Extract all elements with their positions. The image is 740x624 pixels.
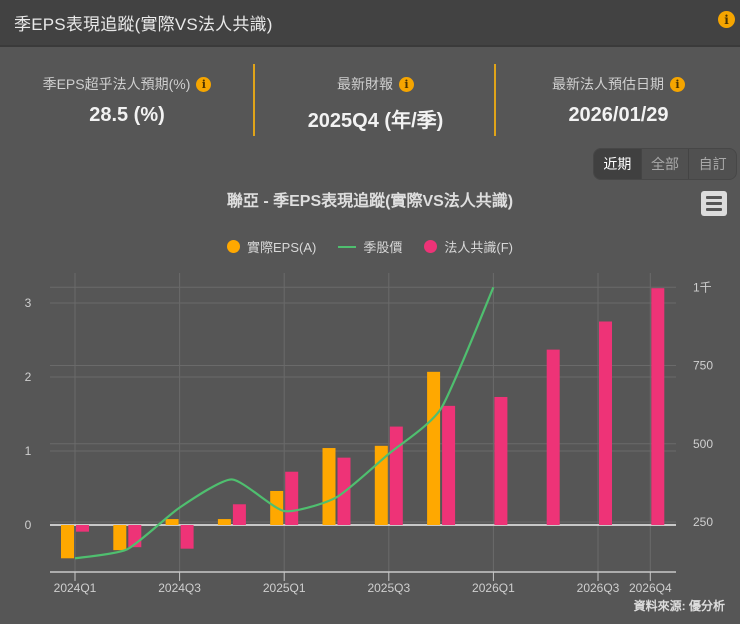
panel-header: 季EPS表現追蹤(實際VS法人共識) i [0,0,740,47]
line-quarter-price[interactable] [74,286,495,560]
hamburger-menu-icon [706,196,722,199]
chart-title: 聯亞 - 季EPS表現追蹤(實際VS法人共識) [226,193,514,210]
bar-actual-eps[interactable] [61,525,74,559]
bar-consensus[interactable] [599,321,612,526]
x-axis-label: 2024Q1 [54,581,97,595]
chart-menu-button[interactable] [701,191,727,216]
bar-actual-eps[interactable] [113,525,127,551]
x-axis-label: 2025Q3 [367,581,410,595]
legend-item-actual-eps[interactable]: 實際EPS(A) [227,237,316,256]
stat-value: 28.5 (%) [89,104,165,126]
bar-consensus[interactable] [389,426,403,525]
panel-title: 季EPS表現追蹤(實際VS法人共識) [14,15,273,34]
stat-latest-estimate-date: 最新法人預估日期 i 2026/01/29 [497,64,740,136]
hamburger-menu-icon [706,208,722,211]
bar-consensus[interactable] [232,504,246,525]
y-axis-right-label: 1千 [693,280,712,294]
y-axis-left-label: 0 [25,518,32,532]
chart-legend: 實際EPS(A) 季股價 法人共識(F) [0,237,740,256]
bar-consensus[interactable] [546,349,560,525]
eps-chart-plot: 2024Q1 2024Q3 2025Q1 2025Q3 2026Q1 2026Q3 2026… [25,273,713,595]
y-axis-right-label: 500 [693,437,713,451]
legend-label: 實際EPS(A) [247,240,317,255]
x-axis-label: 2024Q3 [158,581,201,595]
stat-value: 2025Q4 (年/季) [307,110,444,132]
stat-divider [253,64,255,136]
y-axis-left-label: 1 [25,444,32,458]
range-button-custom[interactable]: 自訂 [688,149,736,179]
bar-actual-eps[interactable] [165,519,179,525]
bar-actual-eps[interactable] [374,445,388,525]
bar-consensus[interactable] [442,405,456,525]
legend-circle-icon [227,240,241,253]
y-axis-left-label: 3 [25,296,32,310]
legend-label: 季股價 [363,240,403,255]
data-source: 資料來源: 優分析 [633,599,725,613]
bar-actual-eps[interactable] [322,448,336,525]
bar-consensus[interactable] [651,288,665,525]
bar-consensus[interactable] [494,396,508,525]
stat-label: 最新財報 [337,76,393,92]
range-selector: 近期 全部 自訂 [593,148,737,180]
stat-label: 最新法人預估日期 [552,76,664,92]
legend-line-icon [338,245,357,248]
stat-eps-surprise: 季EPS超乎法人預期(%) i 28.5 (%) [0,64,254,136]
y-axis-right-label: 250 [693,515,713,529]
stat-value: 2026/01/29 [568,104,669,126]
info-icon[interactable]: i [399,76,414,92]
bar-actual-eps[interactable] [427,371,441,525]
bar-actual-eps[interactable] [217,519,231,525]
x-axis-label: 2026Q3 [577,581,620,595]
legend-label: 法人共識(F) [444,240,513,255]
range-button-all[interactable]: 全部 [640,149,689,179]
info-icon[interactable]: i [670,76,685,92]
x-axis-label: 2026Q4 [629,581,672,595]
bar-consensus[interactable] [285,471,299,525]
x-axis-label: 2026Q1 [472,581,515,595]
legend-item-consensus[interactable]: 法人共識(F) [424,237,513,256]
hamburger-menu-icon [706,202,722,205]
y-axis-right-label: 750 [693,359,713,373]
summary-stats: 季EPS超乎法人預期(%) i 28.5 (%) 最新財報 i 2025Q4 (… [0,64,740,136]
stat-label: 季EPS超乎法人預期(%) [42,76,191,92]
y-axis-left-label: 2 [25,370,32,384]
stat-divider [494,64,496,136]
range-button-recent[interactable]: 近期 [594,149,641,179]
x-axis-label: 2025Q1 [263,581,306,595]
legend-circle-icon [424,240,438,253]
info-icon[interactable]: i [196,76,212,92]
stat-latest-report: 最新財報 i 2025Q4 (年/季) [256,64,495,136]
bar-consensus[interactable] [76,525,89,532]
bar-consensus[interactable] [180,525,194,549]
info-icon[interactable]: i [718,11,735,28]
legend-item-quarter-price[interactable]: 季股價 [338,237,402,256]
